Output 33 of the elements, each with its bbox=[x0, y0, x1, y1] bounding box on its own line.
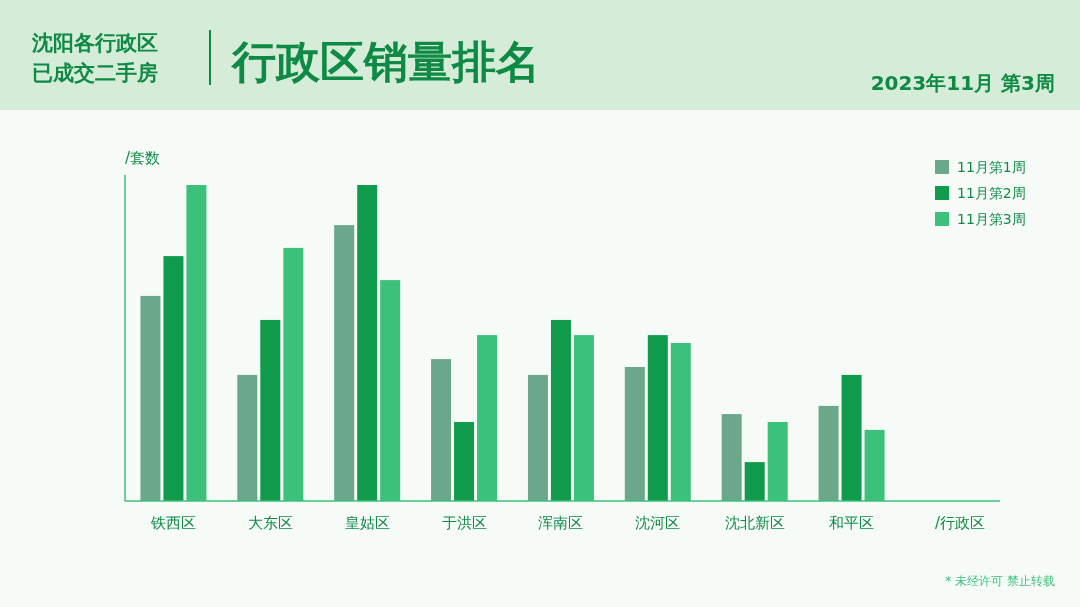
x-tick-label: 沈河区 bbox=[635, 514, 681, 532]
bar bbox=[550, 319, 571, 501]
bar bbox=[454, 422, 475, 501]
text: 沈阳各行政区已成交二手房 bbox=[31, 31, 158, 85]
legend-label: 11月第1周 bbox=[957, 159, 1026, 175]
bar bbox=[744, 462, 765, 501]
bar bbox=[624, 367, 645, 501]
y-axis-title: /套数 bbox=[125, 149, 161, 167]
bar bbox=[431, 359, 452, 501]
x-tick-label: 沈北新区 bbox=[724, 514, 785, 532]
bar bbox=[841, 374, 862, 501]
bar bbox=[721, 414, 742, 501]
bar bbox=[527, 374, 548, 501]
bar bbox=[334, 225, 355, 501]
bar bbox=[140, 295, 161, 501]
x-axis-title: /行政区 bbox=[934, 514, 986, 532]
x-tick-label: 于洪区 bbox=[441, 514, 487, 532]
bar bbox=[237, 374, 258, 501]
x-tick-label: 皇姑区 bbox=[344, 514, 390, 532]
text: * 未经许可 禁止转载 bbox=[945, 574, 1055, 588]
x-tick-label: 铁西区 bbox=[149, 514, 196, 532]
bar bbox=[357, 185, 378, 501]
text: 2023年11月 第3周 bbox=[870, 71, 1055, 95]
bar bbox=[163, 256, 184, 501]
x-tick-label: 浑南区 bbox=[538, 514, 584, 532]
legend-label: 11月第3周 bbox=[957, 211, 1026, 227]
bar bbox=[647, 335, 668, 501]
bar bbox=[818, 405, 839, 501]
bar bbox=[260, 319, 281, 501]
chart-title: 行政区销量排名 bbox=[230, 36, 540, 87]
x-tick-label: 大东区 bbox=[247, 514, 293, 532]
x-tick-label: 和平区 bbox=[829, 514, 875, 532]
legend-label: 11月第2周 bbox=[957, 185, 1026, 201]
